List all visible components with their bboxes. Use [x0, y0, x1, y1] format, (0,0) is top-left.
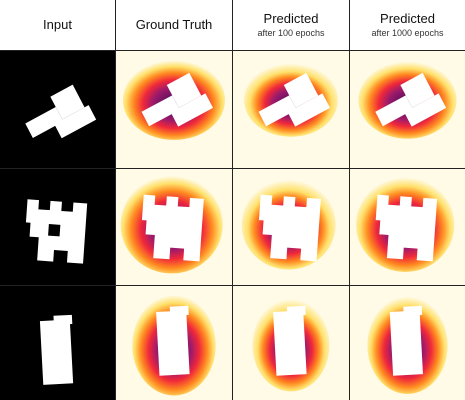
heatmap-image — [350, 286, 465, 400]
column-header-predicted-100: Predicted after 100 epochs — [233, 0, 349, 50]
cell-row3-predicted-100 — [233, 286, 349, 400]
cell-row3-predicted-1000 — [350, 286, 465, 400]
cell-row1-predicted-1000 — [350, 51, 465, 168]
column-subtitle: after 1000 epochs — [371, 28, 444, 38]
column-title: Predicted — [380, 11, 435, 26]
cell-row2-ground-truth — [116, 169, 232, 285]
heatmap-image — [233, 169, 349, 285]
cell-row1-predicted-100 — [233, 51, 349, 168]
heatmap-image — [116, 169, 232, 285]
heatmap-image — [350, 51, 465, 168]
column-header-ground-truth: Ground Truth — [116, 0, 232, 50]
grid-divider — [0, 168, 465, 169]
heatmap-image — [116, 286, 232, 400]
heatmap-image — [116, 51, 232, 168]
column-header-input: Input — [0, 0, 115, 50]
cell-row1-ground-truth — [116, 51, 232, 168]
grid-divider — [0, 285, 465, 286]
input-image — [0, 286, 115, 400]
grid-divider — [232, 0, 233, 400]
column-subtitle: after 100 epochs — [257, 28, 325, 38]
cell-row1-input — [0, 51, 115, 168]
heatmap-image — [233, 51, 349, 168]
heatmap-image — [350, 169, 465, 285]
heatmap-image — [233, 286, 349, 400]
column-title: Ground Truth — [135, 17, 213, 32]
cell-row2-predicted-100 — [233, 169, 349, 285]
column-header-predicted-1000: Predicted after 1000 epochs — [350, 0, 465, 50]
cell-row3-input — [0, 286, 115, 400]
column-title: Input — [43, 17, 72, 32]
grid-divider — [115, 0, 116, 400]
grid-divider — [349, 0, 350, 400]
grid-divider — [0, 50, 465, 51]
column-title: Predicted — [263, 11, 319, 26]
input-image — [0, 169, 115, 285]
cell-row3-ground-truth — [116, 286, 232, 400]
cell-row2-input — [0, 169, 115, 285]
input-image — [0, 51, 115, 168]
cell-row2-predicted-1000 — [350, 169, 465, 285]
